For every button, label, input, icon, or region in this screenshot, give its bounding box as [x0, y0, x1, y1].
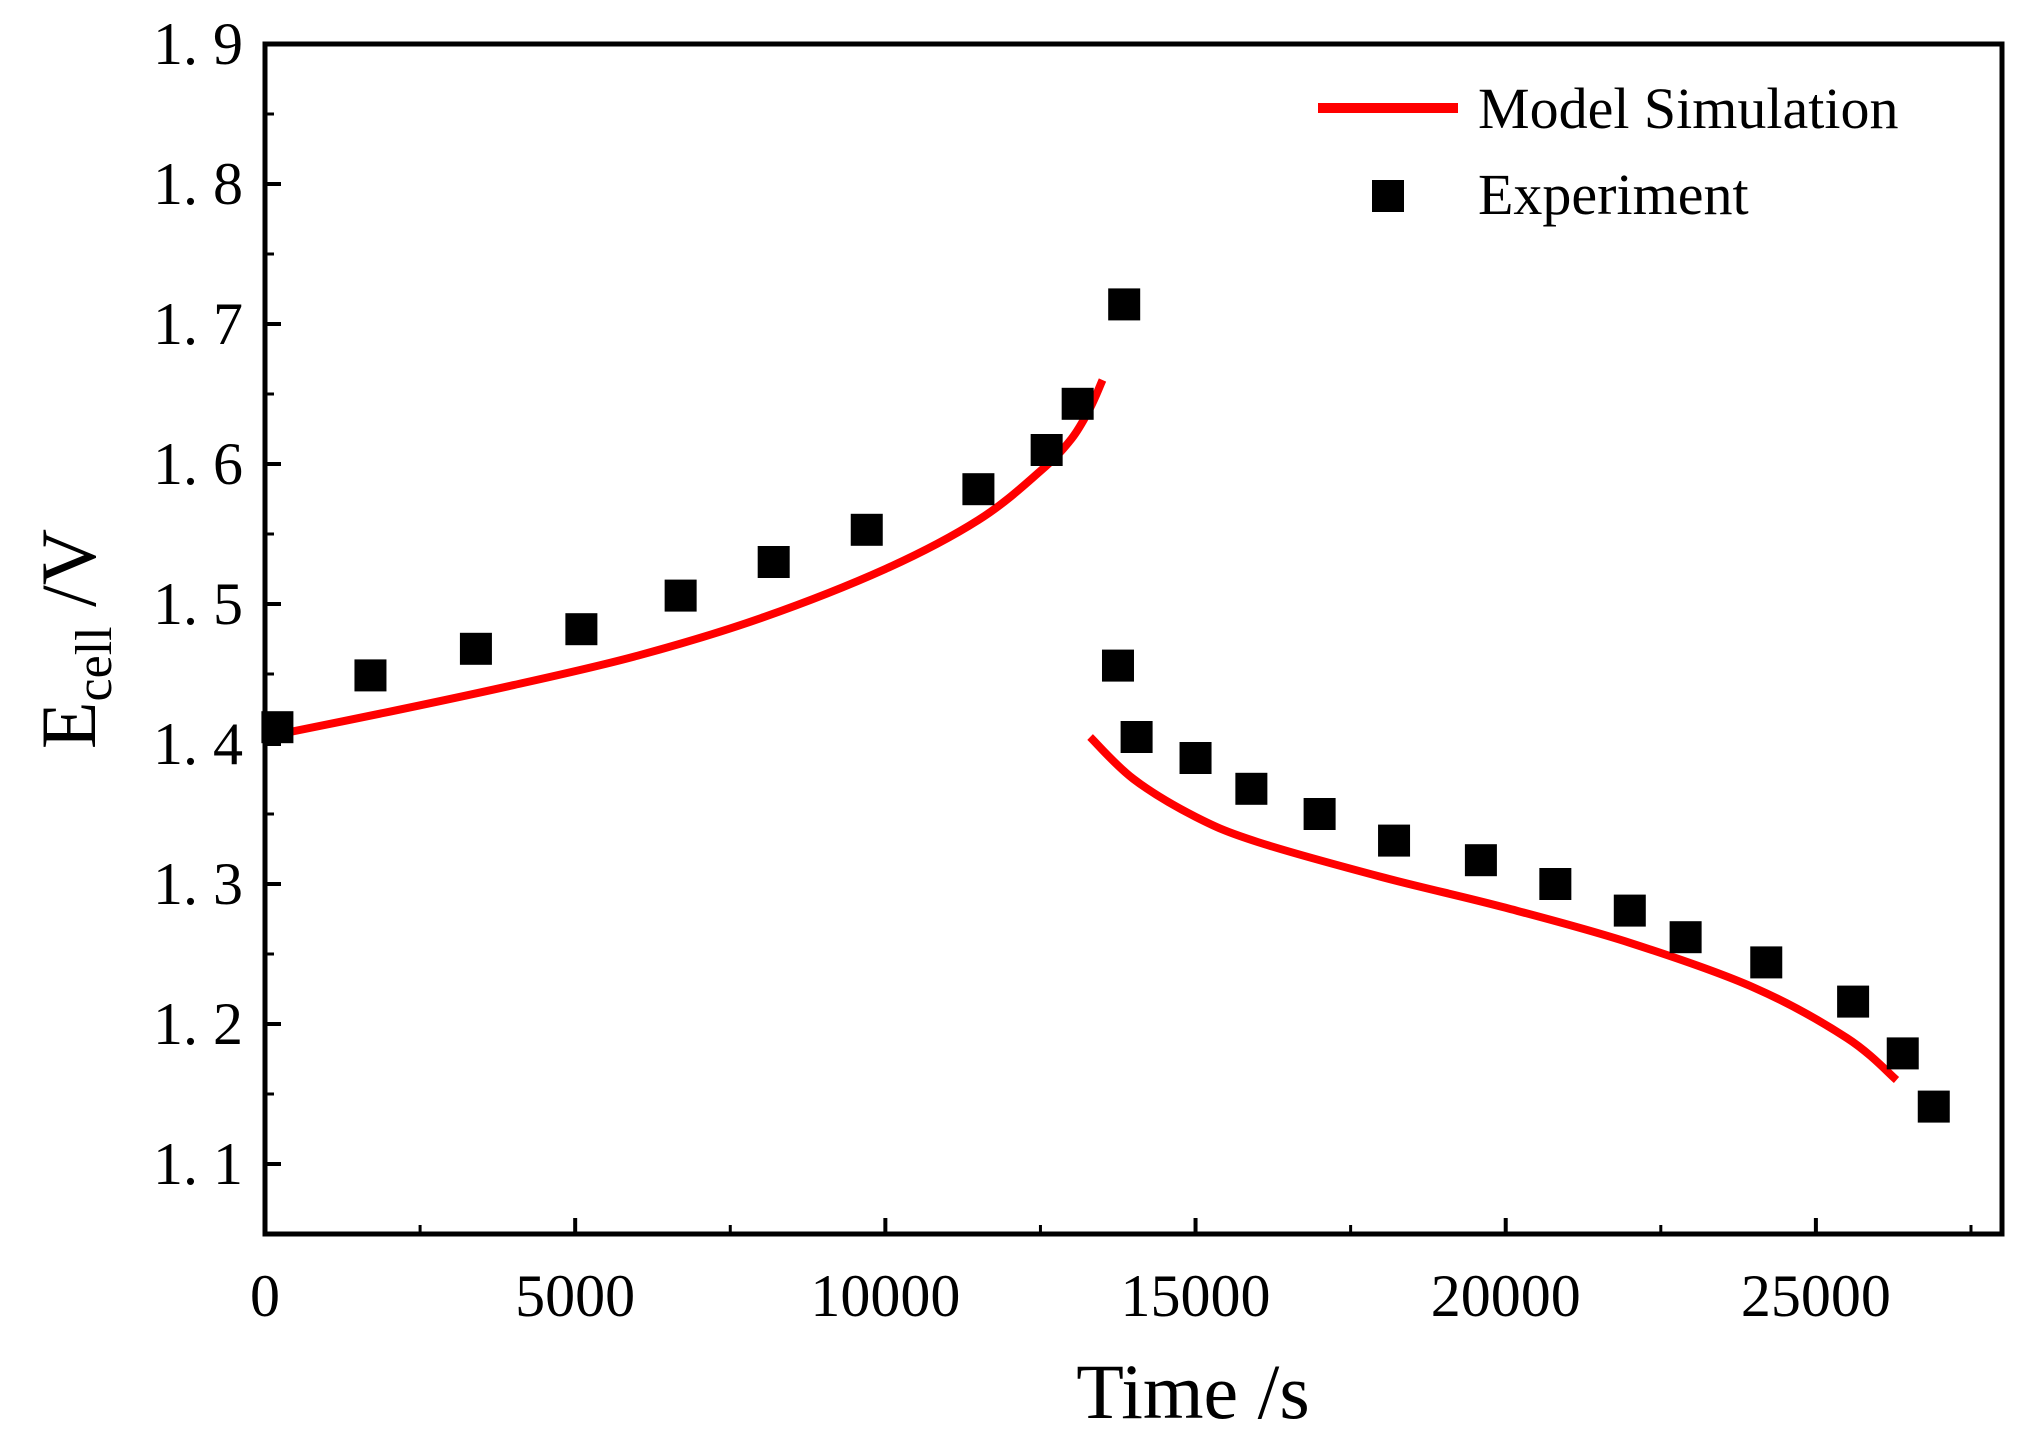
experiment-point: [1061, 387, 1094, 420]
axis-ticks: 0 5000 10000 15000 20000 25000 1. 1 1. 2 1. 3 1. …: [153, 11, 1973, 1329]
y-axis-title-subscript: cell: [66, 626, 123, 701]
x-tick-label: 25000: [1741, 1263, 1891, 1329]
experiment-point: [1235, 772, 1268, 805]
experiment-point: [664, 579, 697, 612]
x-tick-label: 0: [250, 1263, 280, 1329]
experiment-point: [757, 546, 790, 578]
experiment-point: [1669, 921, 1702, 954]
experiment-point: [1886, 1037, 1919, 1070]
experiment-point: [1750, 946, 1783, 979]
experiment-point: [1613, 894, 1646, 927]
legend: Model Simulation Experiment: [1318, 76, 1899, 227]
experiment-point: [1108, 288, 1141, 321]
series-layer: [261, 288, 1950, 1123]
legend-experiment-square-swatch: [1372, 180, 1404, 212]
y-tick-label: 1. 7: [153, 291, 243, 357]
x-tick-label: 15000: [1121, 1263, 1271, 1329]
experiment-point: [962, 473, 995, 506]
y-tick-label: 1. 3: [153, 851, 243, 917]
experiment-point: [1303, 798, 1336, 830]
model-simulation-line: [264, 378, 1107, 741]
model-simulation-line: [1087, 734, 1900, 1084]
experiment-point: [1120, 721, 1153, 753]
experiment-point: [1917, 1090, 1950, 1123]
experiment-point: [1030, 434, 1063, 466]
y-tick-label: 1. 6: [153, 431, 243, 497]
experiment-point: [354, 659, 387, 692]
y-tick-label: 1. 4: [153, 711, 243, 777]
y-tick-label: 1. 2: [153, 991, 243, 1057]
experiment-point: [1539, 868, 1572, 900]
x-axis-title: Time /s: [1076, 1348, 1309, 1430]
experiment-point: [1378, 824, 1411, 857]
legend-model-label: Model Simulation: [1478, 76, 1899, 141]
x-tick-label: 10000: [810, 1263, 960, 1329]
experiment-point: [1464, 844, 1497, 877]
y-axis-title: Ecell /V: [25, 529, 123, 749]
x-tick-label: 5000: [515, 1263, 635, 1329]
experiment-point: [1101, 649, 1134, 682]
experiment-point: [850, 513, 883, 546]
y-tick-label: 1. 5: [153, 571, 243, 637]
legend-experiment-label: Experiment: [1478, 162, 1749, 227]
experiment-point: [565, 613, 598, 646]
experiment-point: [261, 711, 294, 744]
y-tick-label: 1. 8: [153, 151, 243, 217]
y-axis-title-unit: /V: [25, 529, 112, 627]
y-axis-title-main: E: [25, 701, 112, 749]
experiment-point: [1179, 742, 1212, 774]
plot-frame: [262, 41, 2005, 1237]
experiment-point: [1837, 985, 1870, 1018]
y-tick-label: 1. 1: [153, 1131, 243, 1197]
experiment-point: [459, 632, 492, 665]
y-tick-label: 1. 9: [153, 11, 243, 77]
x-tick-label: 20000: [1431, 1263, 1581, 1329]
